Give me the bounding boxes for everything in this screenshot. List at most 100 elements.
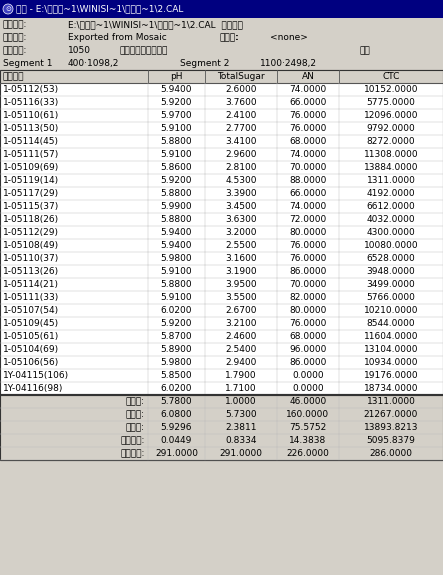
Text: 1-05106(56): 1-05106(56) [3, 358, 59, 367]
Text: 3.4500: 3.4500 [225, 202, 257, 211]
Text: 3.1600: 3.1600 [225, 254, 257, 263]
Bar [0, 200, 443, 213]
Text: 5.8700: 5.8700 [161, 332, 192, 341]
Text: 2.9400: 2.9400 [225, 358, 256, 367]
Text: 1-05110(61): 1-05110(61) [3, 111, 59, 120]
Bar [0, 291, 443, 304]
Text: 0.0000: 0.0000 [292, 384, 324, 393]
Text: 10934.0000: 10934.0000 [364, 358, 418, 367]
Text: 66.0000: 66.0000 [289, 189, 326, 198]
Text: Exported from Mosaic: Exported from Mosaic [68, 33, 167, 42]
Text: 226.0000: 226.0000 [287, 449, 330, 458]
Text: 3.9500: 3.9500 [225, 280, 257, 289]
Text: 14.3838: 14.3838 [289, 436, 326, 445]
Text: 6.0200: 6.0200 [161, 384, 192, 393]
Text: 3.7600: 3.7600 [225, 98, 257, 107]
Text: 8544.0000: 8544.0000 [367, 319, 415, 328]
Text: 0.8334: 0.8334 [225, 436, 257, 445]
Text: 2.6000: 2.6000 [225, 85, 257, 94]
Text: 400·1098,2: 400·1098,2 [68, 59, 119, 68]
Text: 1-05118(26): 1-05118(26) [3, 215, 59, 224]
Text: 5.8600: 5.8600 [161, 163, 192, 172]
Bar [0, 161, 443, 174]
Text: 4.5300: 4.5300 [225, 176, 257, 185]
Text: pH: pH [170, 72, 183, 81]
Text: 0.0000: 0.0000 [292, 371, 324, 380]
Text: 74.0000: 74.0000 [289, 85, 326, 94]
Text: 10080.0000: 10080.0000 [364, 241, 418, 250]
Bar [0, 70, 443, 83]
Text: 5.9800: 5.9800 [161, 254, 192, 263]
Text: 2.7700: 2.7700 [225, 124, 257, 133]
Circle shape [3, 4, 13, 14]
Text: 6612.0000: 6612.0000 [367, 202, 416, 211]
Text: 文件名称:: 文件名称: [3, 20, 27, 29]
Text: 13104.0000: 13104.0000 [364, 345, 418, 354]
Text: 74.0000: 74.0000 [289, 150, 326, 159]
Text: ⊙: ⊙ [5, 6, 11, 12]
Bar [0, 317, 443, 330]
Bar [0, 330, 443, 343]
Text: 1.7100: 1.7100 [225, 384, 257, 393]
Text: 5.8800: 5.8800 [161, 280, 192, 289]
Text: 1-05112(53): 1-05112(53) [3, 85, 59, 94]
Bar [0, 70, 443, 460]
Bar [0, 447, 443, 460]
Text: 2.4600: 2.4600 [225, 332, 256, 341]
Text: 2.3811: 2.3811 [225, 423, 257, 432]
Text: 5.9100: 5.9100 [161, 124, 192, 133]
Text: 5.9200: 5.9200 [161, 319, 192, 328]
Text: 70.0000: 70.0000 [289, 163, 326, 172]
Bar [0, 18, 443, 70]
Bar [0, 252, 443, 265]
Text: 1-05109(45): 1-05109(45) [3, 319, 59, 328]
Text: 查看 - E:\近红外~1\WINISI~1\生产发~1\2.CAL: 查看 - E:\近红外~1\WINISI~1\生产发~1\2.CAL [16, 5, 183, 13]
Text: 72.0000: 72.0000 [289, 215, 326, 224]
Text: 5.9400: 5.9400 [161, 85, 192, 94]
Text: 46.0000: 46.0000 [289, 397, 326, 406]
Text: 5.9200: 5.9200 [161, 98, 192, 107]
Text: 1-05116(33): 1-05116(33) [3, 98, 59, 107]
Text: 1311.0000: 1311.0000 [366, 397, 416, 406]
Text: 291.0000: 291.0000 [219, 449, 263, 458]
Text: 1-05119(14): 1-05119(14) [3, 176, 59, 185]
Bar [0, 239, 443, 252]
Bar [0, 395, 443, 408]
Text: 主机号:: 主机号: [220, 33, 240, 42]
Text: 3.2100: 3.2100 [225, 319, 257, 328]
Text: 80.0000: 80.0000 [289, 306, 326, 315]
Bar [0, 226, 443, 239]
Bar [0, 187, 443, 200]
Bar [0, 96, 443, 109]
Text: 平均值:: 平均值: [126, 423, 145, 432]
Text: 1-05115(37): 1-05115(37) [3, 202, 59, 211]
Text: 11604.0000: 11604.0000 [364, 332, 418, 341]
Text: CTC: CTC [382, 72, 400, 81]
Text: 4192.0000: 4192.0000 [367, 189, 415, 198]
Text: 1-05117(29): 1-05117(29) [3, 189, 59, 198]
Text: 5.7800: 5.7800 [161, 397, 192, 406]
Text: 9792.0000: 9792.0000 [367, 124, 416, 133]
Text: 82.0000: 82.0000 [289, 293, 326, 302]
Text: 湿基: 湿基 [360, 46, 371, 55]
Text: 标准偏差:: 标准偏差: [120, 436, 145, 445]
Text: 160.0000: 160.0000 [287, 410, 330, 419]
Bar [0, 213, 443, 226]
Text: 74.0000: 74.0000 [289, 202, 326, 211]
Text: 1-05107(54): 1-05107(54) [3, 306, 59, 315]
Text: 1-05111(57): 1-05111(57) [3, 150, 59, 159]
Text: 5.8800: 5.8800 [161, 137, 192, 146]
Text: 286.0000: 286.0000 [369, 449, 412, 458]
Text: 3.4100: 3.4100 [225, 137, 257, 146]
Text: 5.8800: 5.8800 [161, 189, 192, 198]
Text: 1-05110(37): 1-05110(37) [3, 254, 59, 263]
Text: 1Y-04115(106): 1Y-04115(106) [3, 371, 69, 380]
Bar [0, 278, 443, 291]
Text: 5.9400: 5.9400 [161, 228, 192, 237]
Text: 1100·2498,2: 1100·2498,2 [260, 59, 317, 68]
Text: 3.1900: 3.1900 [225, 267, 257, 276]
Text: E:\近红外~1\WINISI~1\生产发~1\2.CAL  光谱和方: E:\近红外~1\WINISI~1\生产发~1\2.CAL 光谱和方 [68, 20, 243, 29]
Text: 3.3900: 3.3900 [225, 189, 257, 198]
Text: 10210.0000: 10210.0000 [364, 306, 418, 315]
Text: 5.9296: 5.9296 [161, 423, 192, 432]
